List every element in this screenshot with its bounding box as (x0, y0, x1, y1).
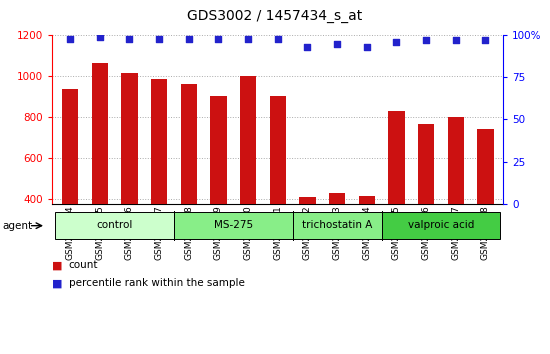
Text: GDS3002 / 1457434_s_at: GDS3002 / 1457434_s_at (188, 9, 362, 23)
Point (273, 36, 282, 42)
Bar (121, 73, 138, 204)
Text: percentile rank within the sample: percentile rank within the sample (69, 278, 245, 288)
Text: agent: agent (3, 221, 33, 231)
Point (155, 36, 163, 42)
FancyBboxPatch shape (293, 212, 382, 239)
Point (362, 44, 371, 50)
Text: MS-275: MS-275 (214, 220, 253, 230)
Bar (299, 198, 316, 204)
Bar (329, 193, 345, 204)
Bar (180, 84, 197, 204)
Point (184, 36, 193, 42)
Bar (270, 96, 286, 204)
Point (95, 34, 104, 40)
Point (65, 36, 74, 42)
Bar (448, 118, 464, 204)
Point (422, 38, 431, 43)
Point (125, 36, 134, 42)
Bar (91, 63, 108, 204)
Bar (418, 124, 434, 204)
Point (333, 41, 342, 47)
Bar (477, 129, 493, 204)
FancyBboxPatch shape (382, 212, 500, 239)
Point (214, 36, 223, 42)
FancyBboxPatch shape (55, 212, 174, 239)
FancyBboxPatch shape (174, 212, 293, 239)
Text: control: control (96, 220, 133, 230)
Point (244, 36, 252, 42)
Text: valproic acid: valproic acid (408, 220, 474, 230)
Point (481, 38, 490, 43)
Bar (151, 80, 167, 204)
Bar (210, 96, 227, 204)
Point (452, 38, 460, 43)
Bar (388, 111, 405, 204)
Text: ■: ■ (52, 278, 63, 288)
Bar (240, 76, 256, 204)
Text: ■: ■ (52, 261, 63, 270)
Text: count: count (69, 261, 98, 270)
Text: trichostatin A: trichostatin A (302, 220, 372, 230)
Bar (62, 89, 78, 204)
Bar (359, 196, 375, 204)
Point (392, 39, 401, 45)
Point (303, 44, 312, 50)
